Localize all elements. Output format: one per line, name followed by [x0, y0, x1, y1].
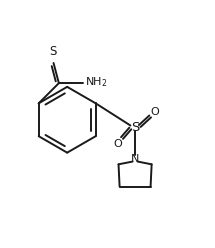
Text: O: O [113, 139, 122, 149]
Text: NH$_2$: NH$_2$ [85, 76, 108, 90]
Text: S: S [131, 121, 139, 134]
Text: O: O [150, 107, 159, 117]
Text: N: N [131, 154, 139, 164]
Text: S: S [49, 45, 56, 58]
